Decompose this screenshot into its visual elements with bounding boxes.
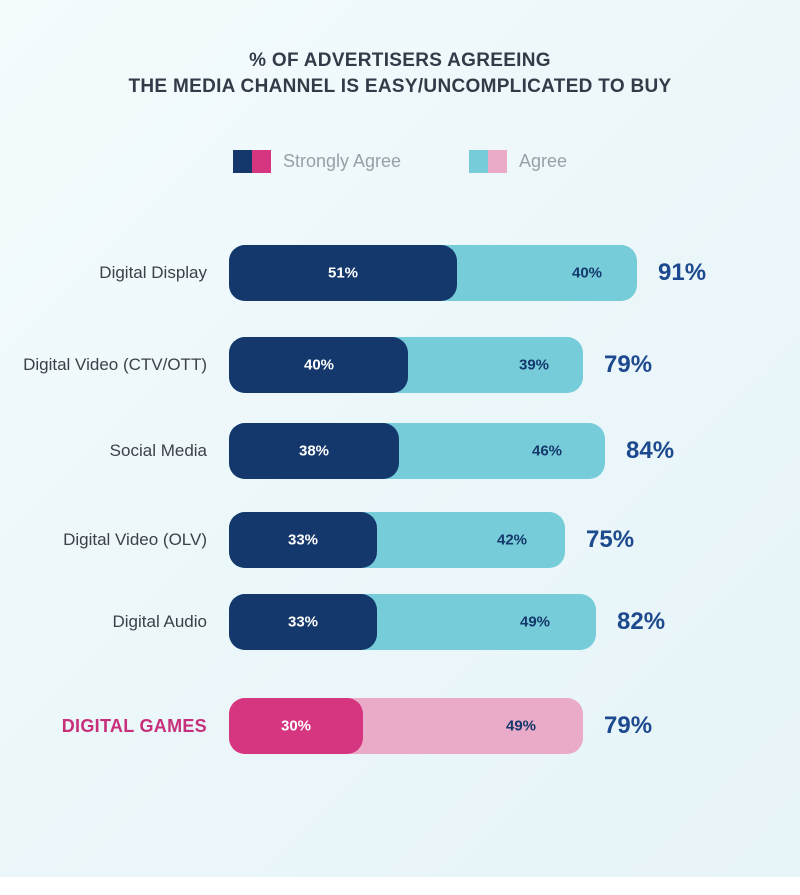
chart-title: % OF ADVERTISERS AGREEING THE MEDIA CHAN…	[0, 48, 800, 100]
strongly-agree-bar-segment	[229, 594, 377, 650]
bar-row: Social Media 38% 46% 84%	[0, 423, 800, 479]
chart-title-line1: % OF ADVERTISERS AGREEING	[249, 50, 551, 71]
bar-row: Digital Video (CTV/OTT) 40% 39% 79%	[0, 337, 800, 393]
bar-row: Digital Video (OLV) 33% 42% 75%	[0, 512, 800, 568]
agree-bar-segment: 40% 39%	[229, 337, 583, 393]
legend-swatch-agree-right	[488, 150, 508, 173]
agree-bar-segment: 33% 49%	[229, 594, 596, 650]
strongly-agree-bar-segment	[229, 512, 377, 568]
agree-value-label: 49%	[519, 613, 551, 631]
agree-value-label: 40%	[571, 264, 603, 282]
total-value-label: 79%	[604, 351, 653, 378]
total-value-label: 79%	[604, 712, 653, 739]
agree-bar-segment: 33% 42%	[229, 512, 565, 568]
agree-value-label: 39%	[518, 356, 550, 374]
total-value-label: 91%	[658, 259, 707, 286]
legend-label-agree: Agree	[519, 151, 568, 171]
category-label: Social Media	[109, 441, 207, 460]
category-label: DIGITAL GAMES	[61, 716, 207, 736]
strongly-agree-bar-segment	[229, 698, 363, 754]
strongly-agree-value-label: 30%	[280, 717, 312, 735]
agree-value-label: 49%	[505, 717, 537, 735]
agree-value-label: 42%	[496, 531, 528, 549]
strongly-agree-value-label: 51%	[327, 264, 359, 282]
category-label: Digital Audio	[112, 612, 207, 631]
legend-swatch-strongly-agree-right	[251, 150, 271, 173]
total-value-label: 84%	[626, 437, 675, 464]
agree-bar-segment: 30% 49%	[229, 698, 583, 754]
agree-bar-segment: 51% 40%	[229, 245, 637, 301]
strongly-agree-bar-segment	[229, 423, 399, 479]
bottom-white-strip	[0, 877, 800, 895]
strongly-agree-value-label: 33%	[287, 531, 319, 549]
strongly-agree-value-label: 33%	[287, 613, 319, 631]
category-label: Digital Display	[99, 263, 207, 282]
strongly-agree-bar-segment	[229, 245, 457, 301]
bar-row: Digital Display 51% 40% 91%	[0, 245, 800, 301]
legend: Strongly Agree Agree	[0, 150, 800, 173]
total-value-label: 82%	[617, 608, 666, 635]
legend-swatch-strongly-agree-left	[232, 150, 252, 173]
agree-value-label: 46%	[531, 442, 563, 460]
bar-row: Digital Audio 33% 49% 82%	[0, 594, 800, 650]
strongly-agree-bar-segment	[229, 337, 408, 393]
legend-swatch-strongly-agree	[232, 150, 271, 173]
legend-item-strongly-agree: Strongly Agree	[232, 150, 402, 173]
strongly-agree-value-label: 40%	[303, 356, 335, 374]
category-label: Digital Video (OLV)	[63, 530, 207, 549]
strongly-agree-value-label: 38%	[298, 442, 330, 460]
chart-title-line2: THE MEDIA CHANNEL IS EASY/UNCOMPLICATED …	[128, 76, 672, 97]
bar-row: DIGITAL GAMES 30% 49% 79%	[0, 698, 800, 754]
legend-item-agree: Agree	[469, 150, 567, 173]
agree-bar-segment: 38% 46%	[229, 423, 605, 479]
bar-chart: Digital Display 51% 40% 91% Digital Vide…	[0, 245, 800, 805]
legend-swatch-agree	[469, 150, 508, 173]
total-value-label: 75%	[586, 526, 635, 553]
category-label: Digital Video (CTV/OTT)	[23, 355, 207, 374]
legend-swatch-agree-left	[469, 150, 489, 173]
legend-label-strongly-agree: Strongly Agree	[282, 151, 402, 171]
